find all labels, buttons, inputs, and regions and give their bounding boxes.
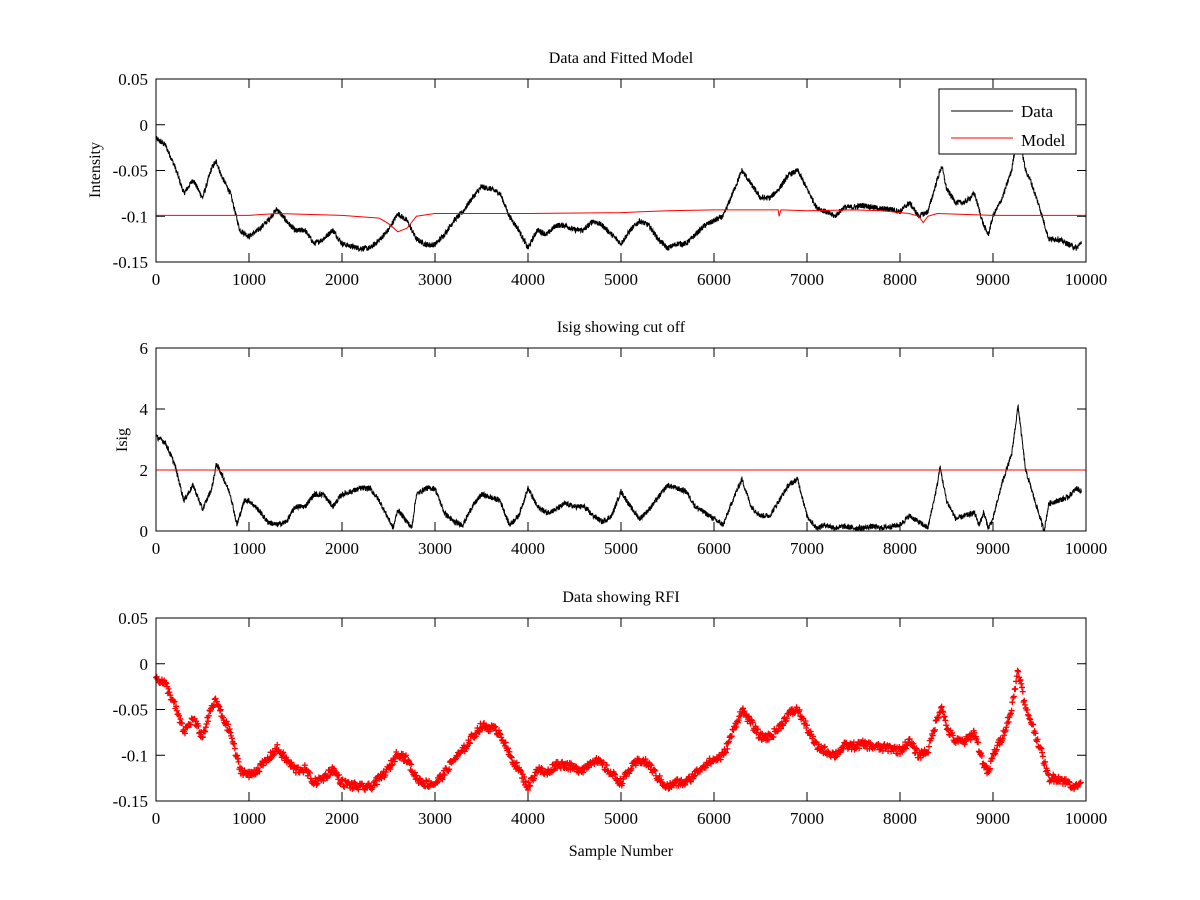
- x-tick-label: 4000: [511, 809, 545, 828]
- x-tick-label: 2000: [325, 270, 359, 289]
- x-tick-label: 0: [152, 539, 161, 558]
- x-tick-label: 10000: [1065, 270, 1108, 289]
- x-tick-label: 10000: [1065, 539, 1108, 558]
- y-tick-label: 0.05: [118, 609, 148, 628]
- x-tick-label: 2000: [325, 539, 359, 558]
- x-tick-label: 0: [152, 270, 161, 289]
- title: Data showing RFI: [562, 589, 679, 606]
- ylabel: Isig: [114, 428, 131, 452]
- axes-isig-cut-off: Isig showing cut off Isig 0 1000 2000 3000 4…: [114, 319, 1107, 558]
- x-tick-label: 7000: [790, 539, 824, 558]
- xlabel: Sample Number: [569, 843, 674, 860]
- legend-label-data: Data: [1021, 102, 1054, 121]
- axes-data-showing-rfi: Data showing RFI Sample Number 0 1000 2000…: [113, 589, 1108, 860]
- y-tick-label: 4: [140, 400, 149, 419]
- y-tick-label: -0.1: [121, 207, 148, 226]
- x-tick-label: 3000: [418, 270, 452, 289]
- x-tick-label: 0: [152, 809, 161, 828]
- y-tick-label: 0: [140, 522, 149, 541]
- ylabel: Intensity: [87, 142, 104, 198]
- series-data: [155, 128, 1082, 253]
- series-isig: [155, 403, 1082, 532]
- x-tick-label: 1000: [232, 270, 266, 289]
- x-tick-label: 4000: [511, 539, 545, 558]
- y-tick-label: -0.05: [113, 162, 148, 181]
- y-tick-label: -0.15: [113, 792, 148, 811]
- y-tick-label: -0.1: [121, 746, 148, 765]
- x-tick-label: 6000: [697, 270, 731, 289]
- x-tick-label: 10000: [1065, 809, 1108, 828]
- series-model: [156, 209, 1086, 233]
- y-tick-label: -0.15: [113, 253, 148, 272]
- x-tick-label: 8000: [883, 270, 917, 289]
- x-tick-label: 7000: [790, 809, 824, 828]
- x-tick-label: 3000: [418, 539, 452, 558]
- x-tick-label: 9000: [976, 809, 1010, 828]
- x-tick-label: 8000: [883, 539, 917, 558]
- y-tick-label: 0: [140, 655, 149, 674]
- x-tick-label: 6000: [697, 539, 731, 558]
- axes-frame: [155, 347, 1087, 532]
- title: Isig showing cut off: [557, 319, 686, 336]
- y-tick-label: 6: [140, 339, 149, 358]
- x-tick-label: 6000: [697, 809, 731, 828]
- y-tick-label: 0.05: [118, 70, 148, 89]
- y-tick-label: -0.05: [113, 701, 148, 720]
- legend: Data Model: [938, 88, 1077, 155]
- x-tick-label: 9000: [976, 539, 1010, 558]
- x-tick-label: 2000: [325, 809, 359, 828]
- x-tick-label: 3000: [418, 809, 452, 828]
- x-tick-label: 5000: [604, 539, 638, 558]
- x-tick-label: 1000: [232, 539, 266, 558]
- x-tick-label: 8000: [883, 809, 917, 828]
- x-tick-label: 9000: [976, 270, 1010, 289]
- axes-data-and-fitted-model: Data and Fitted Model Intensity 0 1000 200…: [87, 50, 1107, 289]
- legend-label-model: Model: [1021, 131, 1066, 150]
- legend-box: [938, 88, 1077, 155]
- x-tick-label: 5000: [604, 809, 638, 828]
- y-tick-label: 2: [140, 461, 149, 480]
- y-tick-label: 0: [140, 116, 149, 135]
- x-tick-label: 5000: [604, 270, 638, 289]
- x-tick-label: 7000: [790, 270, 824, 289]
- title: Data and Fitted Model: [549, 50, 694, 67]
- x-tick-label: 4000: [511, 270, 545, 289]
- x-tick-label: 1000: [232, 809, 266, 828]
- axes-frame: [155, 78, 1087, 263]
- axes-frame: [155, 617, 1087, 802]
